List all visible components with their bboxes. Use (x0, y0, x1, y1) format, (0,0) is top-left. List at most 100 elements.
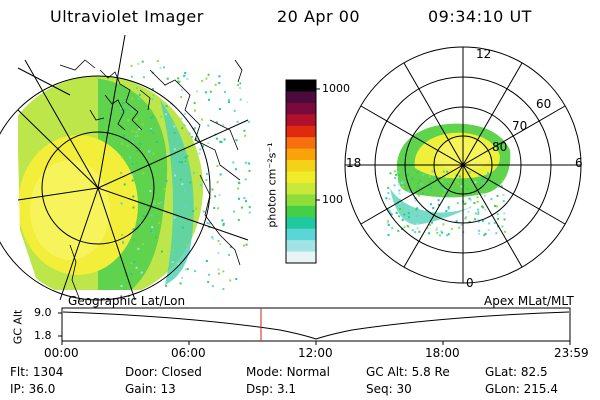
geo-coastlines (59, 59, 243, 301)
speckle-dot (483, 234, 486, 237)
timeline-ytick-9: 9.0 (34, 306, 52, 319)
speckle-dot (488, 222, 491, 225)
speckle-dot (249, 255, 252, 258)
speckle-dot (192, 172, 195, 175)
speckle-dot (504, 230, 507, 233)
speckle-dot (474, 212, 477, 215)
speckle-dot (440, 180, 443, 183)
speckle-dot (126, 144, 129, 147)
speckle-dot (458, 175, 461, 178)
speckle-dot (397, 174, 400, 177)
speckle-dot (155, 236, 158, 239)
speckle-dot (248, 206, 251, 209)
speckle-dot (160, 115, 163, 118)
speckle-dot (181, 226, 184, 229)
speckle-dot (248, 211, 251, 214)
speckle-dot (474, 181, 477, 184)
colorbar-stop (286, 160, 316, 172)
speckle-dot (133, 260, 136, 263)
speckle-dot (189, 181, 192, 184)
speckle-dot (446, 183, 449, 186)
geo-yellow-center (30, 160, 110, 260)
speckle-dot (428, 232, 431, 235)
polar-lat-70: 70 (512, 119, 528, 133)
speckle-dot (214, 83, 217, 86)
speckle-dot (137, 97, 140, 100)
speckle-dot (166, 77, 169, 80)
speckle-dot (440, 184, 443, 187)
speckle-dot (156, 60, 159, 63)
speckle-dot (165, 179, 168, 182)
geo-meridians (17, 34, 249, 301)
speckle-dot (233, 109, 236, 112)
colorbar-stop (286, 217, 316, 230)
speckle-dot (184, 156, 187, 159)
speckle-dot (138, 128, 141, 131)
speckle-dot (205, 173, 208, 176)
speckle-dot (142, 215, 145, 218)
speckle-dot (481, 192, 484, 195)
speckle-dot (416, 171, 419, 174)
speckle-dot (477, 208, 480, 211)
speckle-dot (196, 90, 199, 93)
speckle-dot (401, 218, 404, 221)
speckle-dot (185, 243, 188, 246)
polar-mlt-6: 6 (575, 156, 583, 170)
speckle-dot (131, 97, 134, 100)
speckle-dot (402, 181, 405, 184)
speckle-dot (195, 138, 198, 141)
speckle-dot (186, 155, 189, 158)
speckle-dot (191, 135, 194, 138)
speckle-dot (212, 237, 215, 240)
speckle-dot (442, 194, 445, 197)
speckle-dot (239, 86, 242, 89)
speckle-dot (151, 226, 154, 229)
speckle-dot (483, 194, 486, 197)
speckle-dot (183, 112, 186, 115)
speckle-dot (194, 127, 197, 130)
speckle-dot (150, 214, 153, 217)
speckle-dot (398, 192, 401, 195)
speckle-dot (149, 129, 152, 132)
speckle-dot (416, 227, 419, 230)
geo-ring-outer (0, 75, 211, 301)
speckle-dot (179, 260, 182, 263)
speckle-dot (199, 148, 202, 151)
speckle-dot (179, 178, 182, 181)
timeline-ylabel: GC Alt (11, 309, 25, 345)
speckle-dot (123, 108, 126, 111)
speckle-dot (456, 202, 459, 205)
speckle-dot (177, 262, 180, 265)
polar-speckle (385, 170, 507, 237)
speckle-dot (219, 173, 222, 176)
timeline-xtick-0: 00:00 (44, 346, 79, 360)
speckle-dot (218, 65, 221, 68)
speckle-dot (218, 194, 221, 197)
speckle-dot (132, 239, 135, 242)
speckle-dot (387, 192, 390, 195)
speckle-dot (391, 227, 394, 230)
speckle-dot (201, 79, 204, 82)
speckle-dot (202, 210, 205, 213)
speckle-dot (215, 121, 218, 124)
speckle-dot (186, 268, 189, 271)
speckle-dot (232, 161, 235, 164)
colorbar-stop (286, 102, 316, 115)
speckle-dot (389, 172, 392, 175)
geo-speckle (120, 60, 252, 290)
speckle-dot (248, 169, 251, 172)
speckle-dot (186, 78, 189, 81)
speckle-dot (181, 276, 184, 279)
speckle-dot (209, 90, 212, 93)
timeline-xtick-1: 06:00 (171, 346, 206, 360)
info-ip: IP: 36.0 (10, 382, 56, 396)
speckle-dot (484, 232, 487, 235)
speckle-dot (183, 188, 186, 191)
geo-cyan-edge (160, 100, 194, 285)
speckle-dot (417, 182, 420, 185)
speckle-dot (127, 119, 130, 122)
polar-mlt-18: 18 (346, 156, 362, 170)
speckle-dot (135, 162, 138, 165)
speckle-dot (204, 91, 207, 94)
speckle-dot (249, 63, 252, 66)
